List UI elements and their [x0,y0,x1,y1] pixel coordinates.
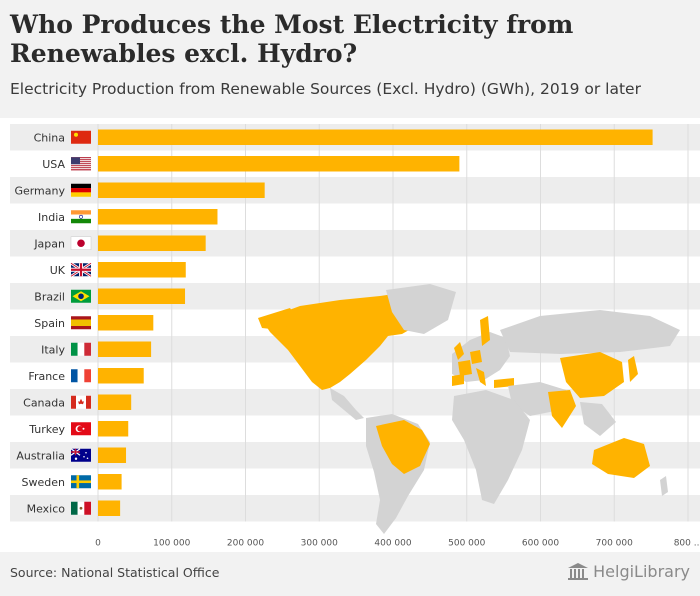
flag-sweden-icon [71,475,91,489]
map-australia [592,438,650,478]
x-tick-label: 700 000 [596,539,633,549]
map-central-america [330,388,364,420]
map-germany [470,350,482,364]
chart-title: Who Produces the Most Electricity from R… [10,10,574,68]
x-axis-ticks: 0 100 000 200 000 300 000 400 000 500 000 600 … [95,539,700,549]
brand-name: HelgiLibrary [593,562,690,581]
x-tick-label: 100 000 [153,539,190,549]
x-tick-label: 600 000 [522,539,559,549]
category-label: France [28,370,65,383]
chart-subtitle: Electricity Production from Renewable So… [10,80,641,98]
map-sweden [480,316,490,346]
bar-turkey [98,421,129,437]
flag-italy-icon [71,342,91,356]
category-labels: China USA Germany India Japan UK Brazil Spain It… [14,131,65,515]
category-label: Germany [14,184,65,197]
x-tick-label: 200 000 [227,539,264,549]
world-map [258,284,680,534]
map-france [458,360,472,376]
header: Who Produces the Most Electricity from R… [0,0,700,118]
category-label: Australia [16,449,65,462]
flag-germany-icon [71,183,91,197]
flag-uk-icon [70,262,92,278]
flag-canada-icon [71,395,91,409]
bar-spain [98,315,154,331]
row-stripe [10,495,700,522]
category-label: Turkey [28,423,65,436]
category-label: Brazil [34,290,65,303]
map-spain [452,374,464,386]
category-label: India [38,211,65,224]
flag-japan-icon [70,236,92,250]
map-italy [476,368,486,386]
brand[interactable]: HelgiLibrary [567,562,690,581]
bar-china [98,129,653,145]
category-label: USA [42,158,65,171]
library-icon [568,562,589,580]
category-label: Italy [41,343,65,356]
flag-australia-icon [70,448,91,462]
flag-spain-icon [71,316,91,330]
flag-brazil-icon [71,289,91,303]
category-label: Japan [33,237,65,250]
category-label: UK [50,264,66,277]
x-tick-label: 300 000 [301,539,338,549]
category-label: Sweden [22,476,65,489]
bar-chart: China USA Germany India Japan UK Brazil Spain It… [10,124,700,549]
category-label: China [34,131,65,144]
flag-mexico-icon [71,501,91,515]
bar-germany [98,182,265,198]
map-turkey [494,378,514,388]
map-africa [452,390,530,504]
bar-brazil [98,288,186,304]
flag-france-icon [71,369,91,383]
flag-usa-icon [71,157,91,171]
map-russia [500,310,680,354]
map-india [548,390,576,428]
map-brazil [376,420,430,474]
map-new-zealand [660,476,668,496]
category-label: Canada [23,396,65,409]
flag-turkey-icon [71,422,91,436]
source-note: Source: National Statistical Office [10,565,220,580]
bar-mexico [98,500,121,516]
map-se-asia [580,402,616,436]
bar-australia [98,447,127,463]
map-alaska [258,308,298,330]
bar-france [98,368,144,384]
category-label: Mexico [27,502,66,515]
x-tick-label: 0 [95,539,101,549]
bar-sweden [98,474,122,490]
flags [70,130,92,515]
x-tick-label: 500 000 [448,539,485,549]
map-japan [628,356,638,382]
x-tick-label: 400 000 [374,539,411,549]
bar-canada [98,394,132,410]
bar-uk [98,262,186,278]
bar-usa [98,156,460,172]
map-greenland [386,284,456,334]
category-label: Spain [34,317,65,330]
map-china [560,352,624,398]
bar-japan [98,235,206,251]
flag-china-icon [71,130,91,144]
map-uk [454,342,464,360]
flag-india-icon [71,210,91,224]
bars [98,129,653,516]
bar-india [98,209,218,225]
bar-italy [98,341,152,357]
x-tick-label: 800 ... [674,539,700,549]
footer: Source: National Statistical Office Helg… [0,552,700,596]
